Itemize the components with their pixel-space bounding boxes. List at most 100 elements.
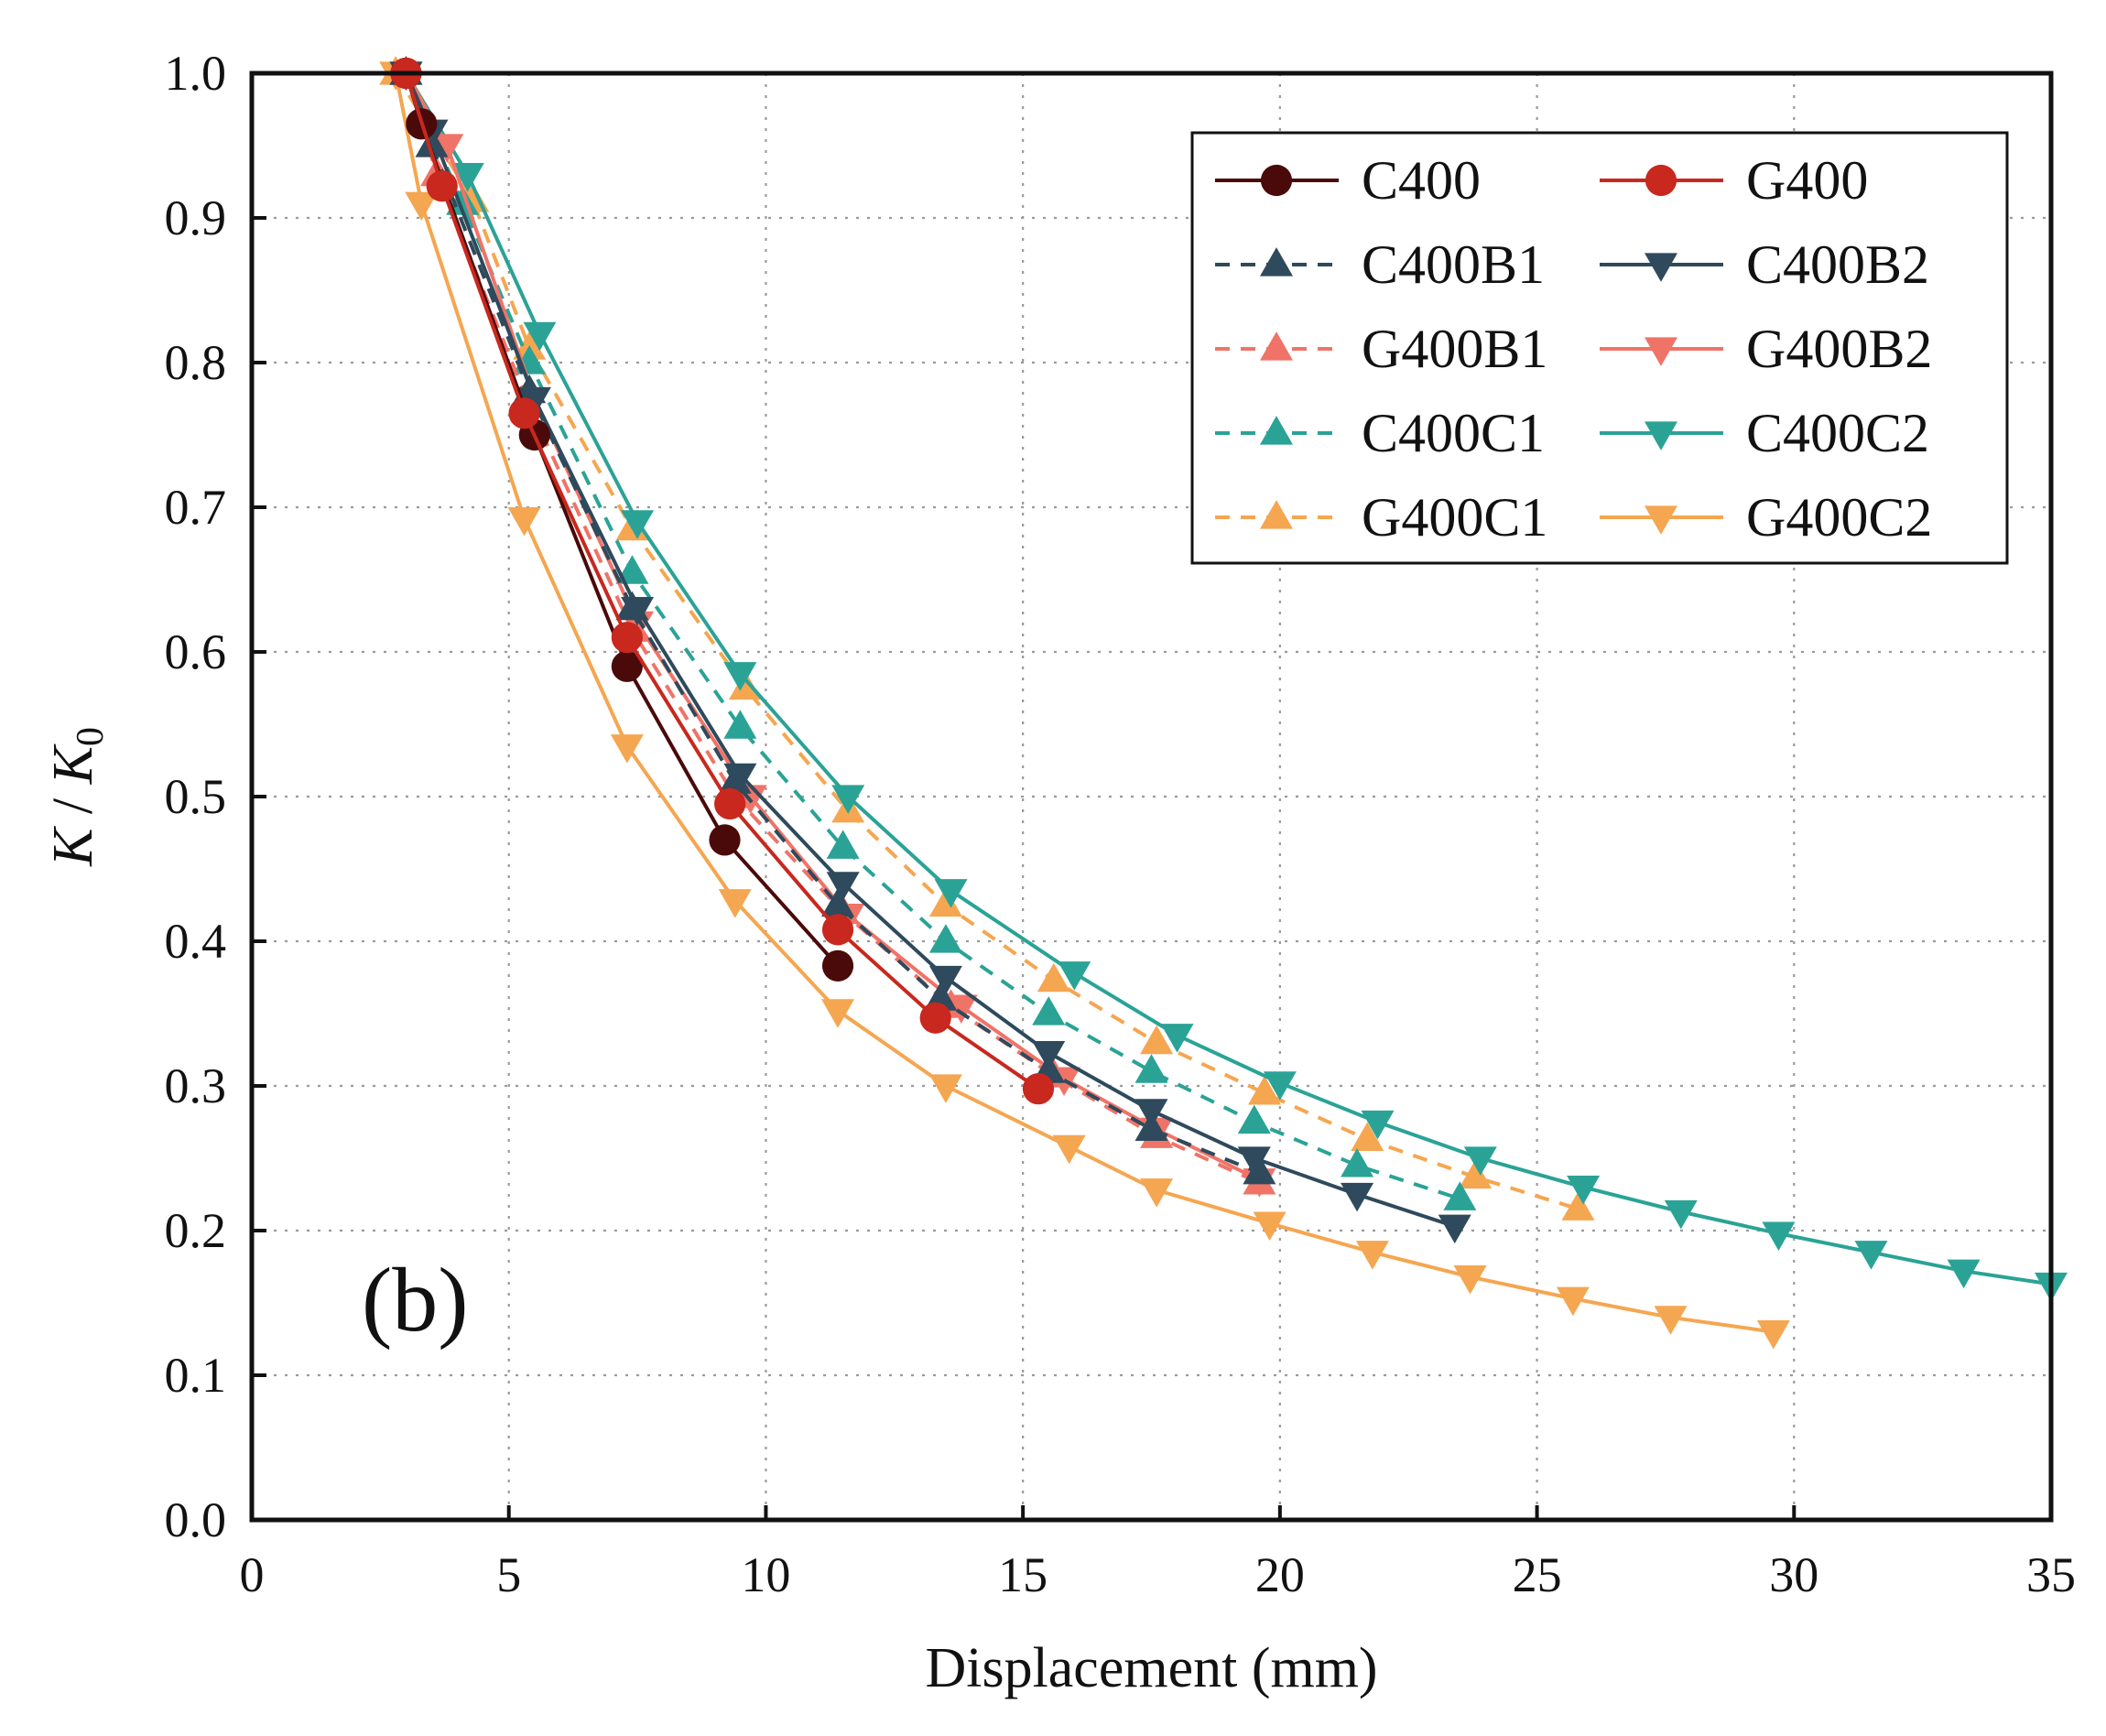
y-axis-title: K / K0 — [42, 727, 112, 867]
series-line-c400b1 — [404, 72, 1261, 1175]
data-point-c400b1 — [1134, 1112, 1168, 1141]
x-tick-label: 5 — [496, 1547, 521, 1602]
legend-marker-g400b1 — [1260, 331, 1293, 361]
data-point-g400c1 — [1037, 962, 1070, 993]
x-tick-label: 0 — [240, 1547, 265, 1602]
legend-marker-c400b1 — [1260, 247, 1293, 277]
data-point-g400c2 — [1140, 1178, 1174, 1208]
data-point-c400c2 — [1664, 1199, 1698, 1230]
data-point-c400c1 — [446, 186, 480, 215]
legend-label-c400b1: C400B1 — [1362, 234, 1545, 295]
data-point-g400c2 — [1756, 1320, 1790, 1350]
data-point-g400c2 — [610, 734, 644, 764]
data-point-c400b1 — [615, 591, 649, 621]
legend-marker-c400c2 — [1645, 421, 1677, 450]
data-point-g400c1 — [1140, 1025, 1174, 1055]
data-point-g400c1 — [1351, 1122, 1384, 1152]
data-point-c400b1 — [1243, 1155, 1276, 1185]
data-point-c400 — [611, 650, 643, 682]
data-point-c400c1 — [1134, 1054, 1168, 1083]
legend-item-c400b2: C400B2 — [1600, 234, 1929, 295]
data-point-c400 — [709, 824, 741, 856]
data-point-g400c2 — [928, 1074, 962, 1103]
legend-marker-c400b2 — [1645, 253, 1677, 282]
x-tick-label: 35 — [2026, 1547, 2076, 1602]
data-point-c400c2 — [1160, 1024, 1194, 1053]
data-point-c400b1 — [415, 128, 449, 157]
data-point-g400c1 — [1248, 1076, 1282, 1105]
data-point-c400c2 — [523, 321, 557, 352]
data-point-c400c2 — [723, 662, 757, 691]
legend-marker-g400 — [1645, 164, 1677, 197]
data-point-g400c2 — [1556, 1286, 1590, 1317]
y-axis-title-k: K — [42, 825, 104, 867]
data-point-c400b2 — [1237, 1146, 1271, 1176]
data-point-c400b1 — [821, 887, 855, 917]
legend-marker-c400 — [1260, 164, 1293, 197]
legend-item-g400b1: G400B1 — [1215, 319, 1547, 379]
tick-labels: 0 5 10 15 20 25 30 35 0.0 0.1 0.2 0.3 0.4 0.5 0.6 0.7 0.… — [165, 46, 2077, 1602]
data-point-g400 — [611, 622, 643, 654]
y-axis-title-sep: / — [42, 784, 104, 828]
data-point-c400c2 — [451, 163, 484, 192]
y-tick-label: 1.0 — [165, 46, 227, 101]
legend-label-g400b1: G400B1 — [1362, 319, 1547, 379]
y-tick-label: 0.3 — [165, 1058, 227, 1113]
series-c400b1 — [389, 56, 1276, 1185]
data-point-c400c1 — [826, 830, 860, 859]
legend-label-c400: C400 — [1362, 150, 1481, 211]
data-point-g400c2 — [1355, 1241, 1389, 1270]
legend-item-g400c2: G400C2 — [1600, 487, 1932, 548]
data-point-c400c1 — [615, 555, 649, 584]
data-point-g400c1 — [513, 331, 547, 360]
data-point-c400b2 — [1438, 1214, 1471, 1244]
data-point-c400c2 — [621, 510, 655, 539]
legend-item-c400c1: C400C1 — [1215, 403, 1545, 463]
legend-label-g400c2: G400C2 — [1746, 487, 1932, 548]
legend-item-c400b1: C400B1 — [1215, 234, 1545, 295]
panel-label: (b) — [362, 1249, 469, 1351]
data-point-g400 — [426, 170, 458, 202]
series-layer — [379, 56, 2068, 1350]
ticks — [250, 71, 2053, 1522]
series-g400 — [390, 57, 1055, 1105]
x-axis-title: Displacement (mm) — [925, 1637, 1377, 1699]
y-axis-title-k0: K — [42, 743, 104, 785]
data-point-c400c2 — [1567, 1176, 1601, 1205]
legend-marker-g400c1 — [1260, 500, 1293, 529]
legend-label-g400: G400 — [1746, 150, 1868, 211]
legend-item-g400c1: G400C1 — [1215, 487, 1547, 548]
legend-item-g400b2: G400B2 — [1600, 319, 1932, 379]
x-tick-label: 25 — [1513, 1547, 1562, 1602]
data-point-c400c1 — [928, 924, 962, 953]
data-point-c400c1 — [1237, 1104, 1271, 1134]
legend-item-c400c2: C400C2 — [1600, 403, 1929, 463]
data-point-c400c2 — [1263, 1071, 1297, 1101]
y-tick-label: 0.5 — [165, 769, 227, 824]
y-tick-label: 0.2 — [165, 1203, 227, 1258]
data-point-c400c1 — [1341, 1148, 1374, 1177]
legend-item-g400: G400 — [1600, 150, 1868, 211]
data-point-g400 — [714, 787, 746, 820]
data-point-g400c2 — [1654, 1306, 1688, 1335]
data-point-c400c2 — [1361, 1110, 1395, 1140]
legend-marker-g400c2 — [1645, 505, 1677, 535]
data-point-c400c1 — [723, 710, 757, 739]
x-tick-label: 10 — [741, 1547, 790, 1602]
data-point-c400b2 — [826, 872, 860, 901]
series-g400c2 — [379, 61, 1790, 1350]
data-point-g400c1 — [1459, 1159, 1493, 1189]
data-point-c400b1 — [718, 765, 752, 794]
y-tick-label: 0.9 — [165, 190, 227, 245]
series-line-g400b2 — [404, 72, 1261, 1182]
data-point-g400c2 — [1453, 1264, 1487, 1295]
x-tick-label: 15 — [998, 1547, 1048, 1602]
legend-marker-c400c1 — [1260, 416, 1293, 445]
data-point-g400 — [508, 397, 540, 429]
legend-label-g400b2: G400B2 — [1746, 319, 1932, 379]
y-tick-label: 0.1 — [165, 1348, 227, 1403]
data-point-c400c2 — [934, 879, 968, 908]
data-point-c400c2 — [1058, 961, 1091, 991]
data-point-c400b2 — [928, 965, 962, 995]
